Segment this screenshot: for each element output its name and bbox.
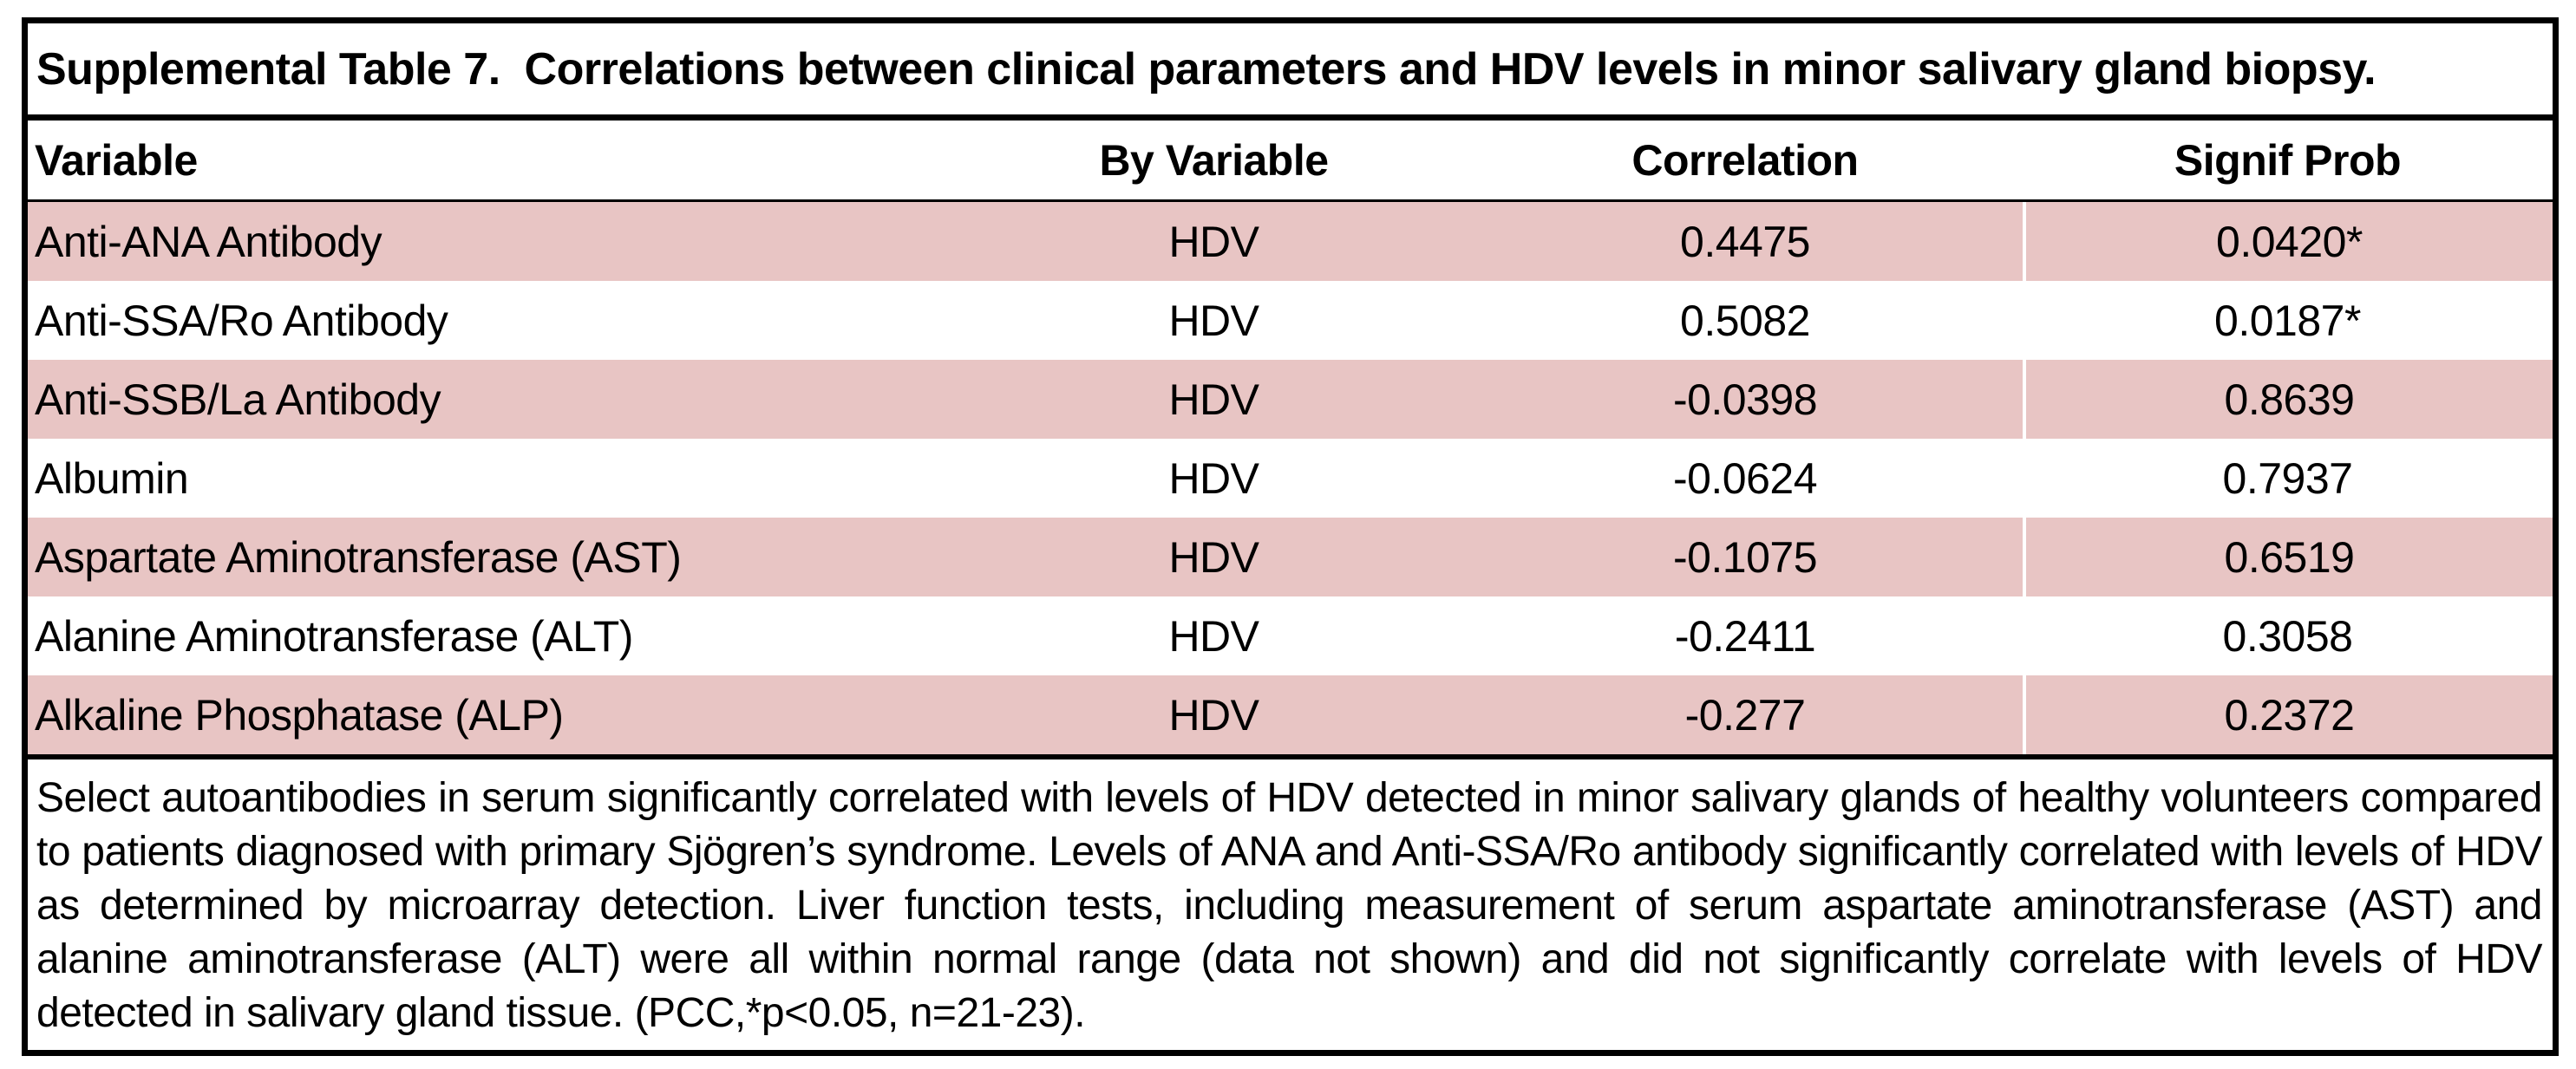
table-row: Anti-SSA/Ro Antibody HDV 0.5082 0.0187* <box>28 281 2553 360</box>
cell-signif-prob: 0.3058 <box>2222 611 2353 661</box>
supplemental-table-7: Supplemental Table 7. Correlations betwe… <box>22 17 2559 1056</box>
cell-variable: Anti-SSB/La Antibody <box>28 360 960 439</box>
table-row: Aspartate Aminotransferase (AST) HDV -0.… <box>28 518 2553 596</box>
cell-signif-prob: 0.6519 <box>2023 518 2553 596</box>
table-title: Supplemental Table 7. Correlations betwe… <box>28 23 2553 121</box>
cell-correlation: -0.1075 <box>1468 518 2023 596</box>
cell-by-variable: HDV <box>1168 611 1259 661</box>
cell-by-variable: HDV <box>960 518 1468 596</box>
column-header-variable: Variable <box>35 135 198 185</box>
cell-by-variable: HDV <box>1168 296 1259 345</box>
cell-variable: Albumin <box>35 453 189 503</box>
table-row: Alanine Aminotransferase (ALT) HDV -0.24… <box>28 596 2553 675</box>
cell-variable: Anti-SSA/Ro Antibody <box>35 296 448 345</box>
table-header-row: Variable By Variable Correlation Signif … <box>28 121 2553 202</box>
table-row: Albumin HDV -0.0624 0.7937 <box>28 439 2553 518</box>
cell-signif-prob: 0.8639 <box>2023 360 2553 439</box>
table-row: Alkaline Phosphatase (ALP) HDV -0.277 0.… <box>28 675 2553 754</box>
column-header-by-variable: By Variable <box>1099 135 1329 185</box>
cell-variable: Anti-ANA Antibody <box>28 202 960 281</box>
cell-by-variable: HDV <box>960 202 1468 281</box>
cell-variable: Alanine Aminotransferase (ALT) <box>35 611 633 661</box>
cell-signif-prob: 0.2372 <box>2023 675 2553 754</box>
table-footnote: Select autoantibodies in serum significa… <box>36 775 2543 1036</box>
cell-correlation: -0.2411 <box>1674 611 1816 661</box>
cell-signif-prob: 0.0187* <box>2214 296 2361 345</box>
table-body: Anti-ANA Antibody HDV 0.4475 0.0420* Ant… <box>28 202 2553 759</box>
cell-variable: Aspartate Aminotransferase (AST) <box>28 518 960 596</box>
cell-by-variable: HDV <box>1168 453 1259 503</box>
cell-signif-prob: 0.7937 <box>2222 453 2353 503</box>
cell-by-variable: HDV <box>960 360 1468 439</box>
cell-correlation: -0.0624 <box>1672 453 1818 503</box>
table-row: Anti-SSB/La Antibody HDV -0.0398 0.8639 <box>28 360 2553 439</box>
cell-correlation: -0.0398 <box>1468 360 2023 439</box>
column-header-correlation: Correlation <box>1631 135 1859 185</box>
table-row: Anti-ANA Antibody HDV 0.4475 0.0420* <box>28 202 2553 281</box>
cell-correlation: 0.4475 <box>1468 202 2023 281</box>
cell-by-variable: HDV <box>960 675 1468 754</box>
cell-correlation: -0.277 <box>1468 675 2023 754</box>
cell-signif-prob: 0.0420* <box>2023 202 2553 281</box>
cell-variable: Alkaline Phosphatase (ALP) <box>28 675 960 754</box>
column-header-signif-prob: Signif Prob <box>2174 135 2402 185</box>
cell-correlation: 0.5082 <box>1680 296 1810 345</box>
